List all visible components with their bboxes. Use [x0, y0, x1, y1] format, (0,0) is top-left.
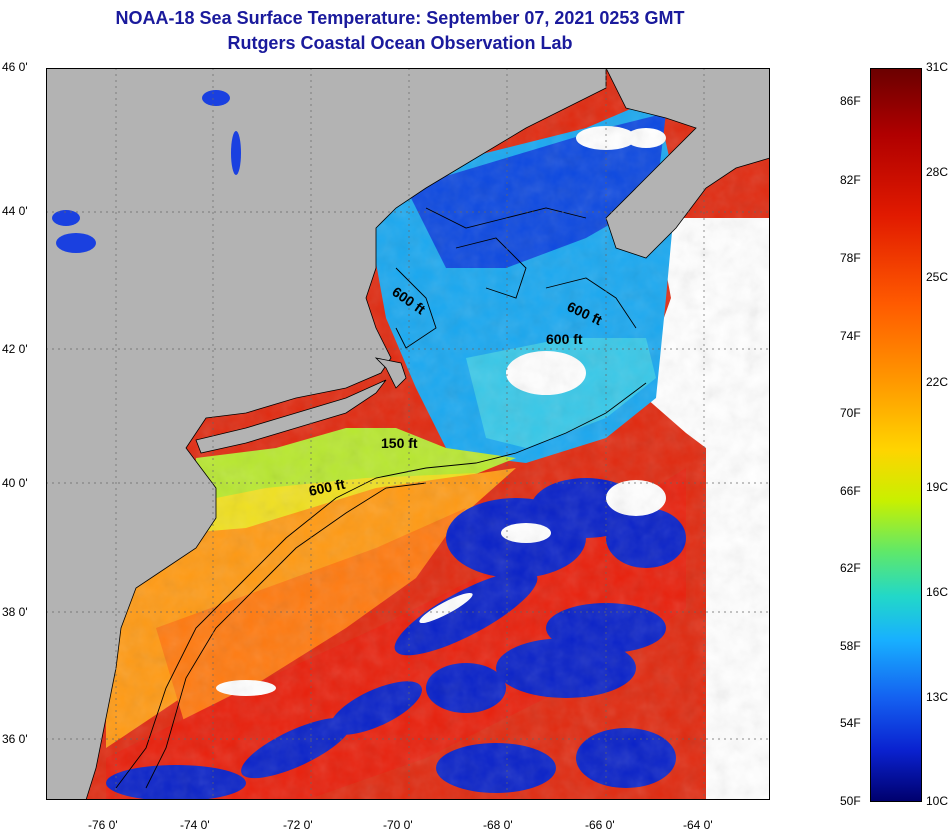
colorbar-f-82: 82F: [840, 173, 861, 187]
colorbar-c-28: 28C: [926, 165, 949, 179]
lat-label-44: 44 0': [2, 204, 28, 218]
lon-label-64: -64 0': [683, 818, 713, 832]
colorbar-f-74: 74F: [840, 329, 861, 343]
land-cape-cod: [374, 357, 407, 389]
colorbar-c-10: 10C: [926, 794, 949, 808]
sst-map: 600 ft 600 ft 600 ft 150 ft 600 ft: [46, 68, 770, 800]
lat-label-46: 46 0': [2, 60, 28, 74]
contour-label-150: 150 ft: [381, 435, 418, 451]
colorbar-c-16: 16C: [926, 585, 949, 599]
colorbar-f-66: 66F: [840, 484, 861, 498]
map-subtitle: Rutgers Coastal Ocean Observation Lab: [227, 33, 573, 53]
colorbar-c-25: 25C: [926, 270, 949, 284]
lon-label-72: -72 0': [283, 818, 313, 832]
bathymetry-contours: [115, 207, 647, 789]
lat-label-40: 40 0': [2, 476, 28, 490]
colorbar-f-50: 50F: [840, 794, 861, 808]
lon-label-66: -66 0': [585, 818, 615, 832]
colorbar-f-78: 78F: [840, 251, 861, 265]
colorbar: [870, 68, 922, 802]
map-title: NOAA-18 Sea Surface Temperature: Septemb…: [115, 8, 685, 28]
colorbar-c-22: 22C: [926, 375, 949, 389]
lon-label-70: -70 0': [383, 818, 413, 832]
lon-label-74: -74 0': [180, 818, 210, 832]
lon-label-68: -68 0': [483, 818, 513, 832]
colorbar-f-54: 54F: [840, 716, 861, 730]
colorbar-f-70: 70F: [840, 406, 861, 420]
colorbar-f-86: 86F: [840, 94, 861, 108]
lon-label-76: -76 0': [88, 818, 118, 832]
contour-label-600-c: 600 ft: [546, 331, 583, 347]
graticule: [46, 68, 770, 800]
lat-label-38: 38 0': [2, 605, 28, 619]
colorbar-f-62: 62F: [840, 561, 861, 575]
colorbar-f-58: 58F: [840, 639, 861, 653]
land-mainland: [46, 68, 607, 800]
inland-lakes: [52, 90, 241, 253]
contour-label-600-d: 600 ft: [307, 476, 346, 499]
land-long-island: [195, 379, 387, 454]
colorbar-c-19: 19C: [926, 480, 949, 494]
colorbar-c-13: 13C: [926, 690, 949, 704]
land-nova-scotia: [605, 68, 770, 259]
colorbar-c-31: 31C: [926, 60, 949, 74]
lat-label-36: 36 0': [2, 732, 28, 746]
lat-label-42: 42 0': [2, 342, 28, 356]
